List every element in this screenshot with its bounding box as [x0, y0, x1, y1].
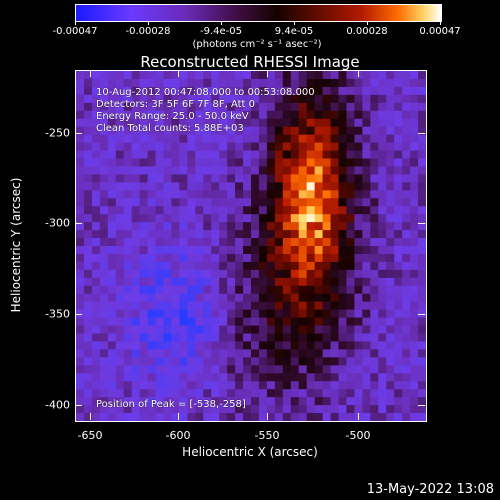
colorbar-tick-label: -0.00028 — [125, 26, 171, 37]
y-axis-label: Heliocentric Y (arcsec) — [9, 177, 23, 313]
colorbar-tick-label: 9.4e-05 — [274, 26, 314, 37]
timestamp: 13-May-2022 13:08 — [366, 482, 494, 497]
axis-tick — [75, 314, 82, 315]
axis-tick — [418, 133, 425, 134]
x-axis-label: Heliocentric X (arcsec) — [182, 445, 318, 459]
colorbar-tick — [294, 21, 295, 25]
colorbar-tick-label: 0.00028 — [346, 26, 388, 37]
x-tick-label: -600 — [165, 429, 191, 442]
colorbar-tick — [367, 21, 368, 25]
algorithm-counts-label: Clean Total counts: 5.88E+03 — [96, 123, 244, 134]
detectors-label: Detectors: 3F 5F 6F 7F 8F, Att 0 — [96, 99, 256, 110]
axis-tick — [75, 133, 82, 134]
axis-tick — [178, 70, 179, 77]
axis-tick — [75, 405, 82, 406]
colorbar-tick — [148, 21, 149, 25]
colorbar-tick — [221, 21, 222, 25]
axis-tick — [418, 223, 425, 224]
colorbar-unit: (photons cm⁻² s⁻¹ asec⁻²) — [192, 39, 322, 50]
axis-tick — [178, 413, 179, 420]
y-tick-label: -350 — [45, 307, 70, 321]
axis-tick — [418, 314, 425, 315]
axis-tick — [267, 413, 268, 420]
colorbar-tick-label: -0.00047 — [52, 26, 98, 37]
colorbar — [75, 4, 442, 25]
y-tick-label: -300 — [45, 216, 70, 230]
axis-tick — [358, 70, 359, 77]
x-tick-label: -550 — [254, 429, 280, 442]
x-tick-label: -500 — [345, 429, 371, 442]
axis-tick — [90, 70, 91, 77]
axis-tick — [267, 70, 268, 77]
energy-range-label: Energy Range: 25.0 - 50.0 keV — [96, 111, 249, 122]
axis-tick — [75, 223, 82, 224]
colorbar-tick — [440, 21, 441, 25]
colorbar-tick-label: 0.00047 — [419, 26, 461, 37]
axis-tick — [418, 405, 425, 406]
colorbar-tick — [75, 21, 76, 25]
plot-title: Reconstructed RHESSI Image — [140, 53, 360, 71]
heatmap-canvas — [76, 71, 426, 421]
solar-image: 10-Aug-2012 00:47:08.000 to 00:53:08.000… — [75, 70, 427, 422]
y-tick-label: -400 — [45, 398, 70, 412]
axis-tick — [90, 413, 91, 420]
time-range-label: 10-Aug-2012 00:47:08.000 to 00:53:08.000 — [96, 87, 315, 98]
peak-position-label: Position of Peak = [-538,-258] — [96, 399, 246, 410]
x-tick-label: -650 — [77, 429, 103, 442]
colorbar-tick-label: -9.4e-05 — [200, 26, 242, 37]
axis-tick — [358, 413, 359, 420]
y-tick-label: -250 — [45, 126, 70, 140]
